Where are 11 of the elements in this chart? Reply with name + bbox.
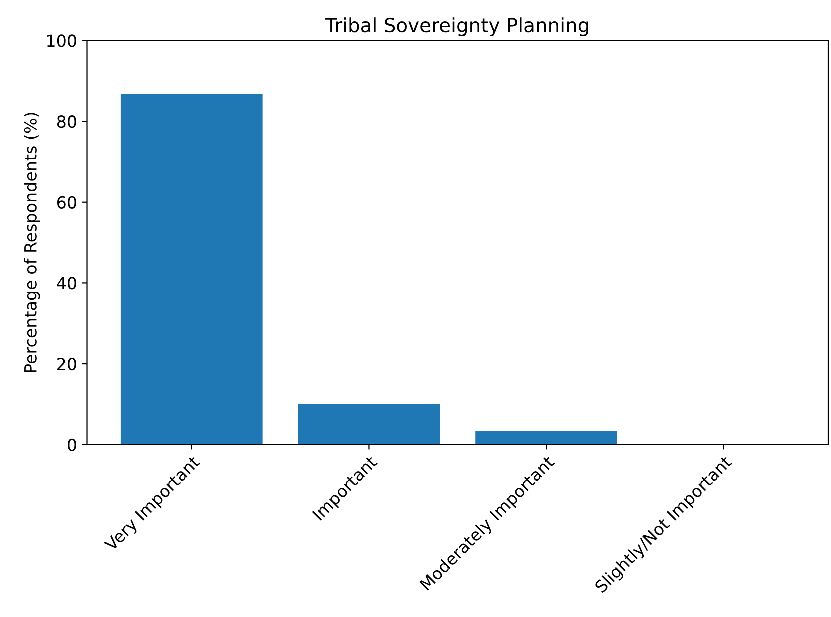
y-tick-label: 20 — [58, 358, 76, 371]
bar — [298, 404, 440, 445]
y-axis-title: Percentage of Respondents (%) — [24, 113, 40, 372]
y-tick-label: 0 — [68, 438, 76, 452]
bar — [120, 94, 263, 445]
bar — [476, 432, 618, 445]
y-tick-label: 80 — [57, 116, 76, 128]
y-tick-label: 40 — [57, 277, 76, 290]
y-tick-label: 100 — [48, 34, 76, 48]
chart-title: Tribal Sovereignty Planning — [326, 18, 588, 36]
y-tick-label: 60 — [57, 196, 76, 209]
